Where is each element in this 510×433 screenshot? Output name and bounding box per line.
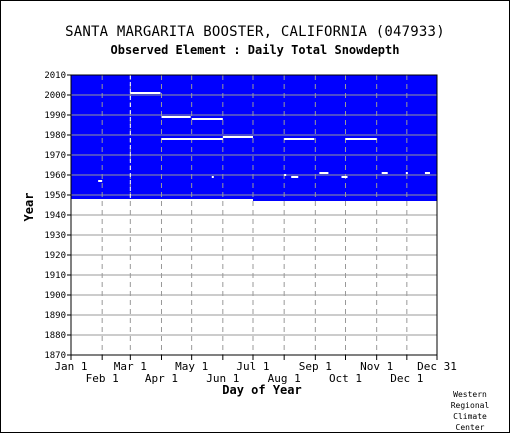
y-tick-label: 1980 (44, 131, 66, 141)
credit-line: Regional (450, 401, 490, 410)
observed-segments-layer (98, 75, 430, 199)
y-tick-label: 2010 (44, 71, 66, 81)
chart-title: SANTA MARGARITA BOOSTER, CALIFORNIA (047… (65, 24, 445, 40)
no-data-region (252, 75, 437, 201)
x-axis-label: Day of Year (222, 383, 301, 397)
x-tick-label: May 1 (175, 360, 208, 373)
x-tick-label: Oct 1 (329, 372, 362, 385)
wrcc-credit: Western Regional Climate Center (450, 389, 490, 433)
y-tick-label: 1870 (44, 351, 66, 361)
credit-line: Climate (453, 412, 487, 421)
y-tick-label: 1960 (44, 171, 66, 181)
chart-subtitle: Observed Element : Daily Total Snowdepth (110, 43, 400, 57)
y-tick-label: 1900 (44, 291, 66, 301)
credit-line: Center (455, 423, 485, 432)
y-tick-label: 1990 (44, 111, 66, 121)
x-tick-label: Dec 31 (417, 360, 457, 373)
no-data-layer (71, 75, 437, 201)
y-tick-label: 1920 (44, 251, 66, 261)
x-tick-label: Aug 1 (268, 372, 301, 385)
y-axis-label: Year (22, 193, 36, 222)
credit-line: Western (453, 390, 487, 399)
x-tick-label: Sep 1 (299, 360, 332, 373)
y-tick-label: 1890 (44, 311, 66, 321)
x-tick-label: Nov 1 (360, 360, 393, 373)
y-tick-label: 1910 (44, 271, 66, 281)
y-tick-label: 1880 (44, 331, 66, 341)
x-tick-label: Jul 1 (236, 360, 269, 373)
x-tick-label: Mar 1 (114, 360, 147, 373)
x-tick-label: Jun 1 (206, 372, 239, 385)
y-tick-label: 1950 (44, 191, 66, 201)
x-tick-label: Dec 1 (390, 372, 423, 385)
x-tick-labels: Jan 1 Mar 1 May 1 Jul 1 Sep 1 Nov 1 Dec 31 Feb … (54, 355, 457, 385)
y-tick-labels: 1870 1880 1890 1900 1910 1920 1930 1940 1950 1960… (44, 71, 71, 361)
y-tick-label: 1970 (44, 151, 66, 161)
grid-layer (71, 75, 437, 355)
y-tick-label: 2000 (44, 91, 66, 101)
y-tick-label: 1940 (44, 211, 66, 221)
x-tick-label: Apr 1 (145, 372, 178, 385)
y-tick-label: 1930 (44, 231, 66, 241)
x-tick-label: Feb 1 (86, 372, 119, 385)
x-tick-label: Jan 1 (54, 360, 87, 373)
